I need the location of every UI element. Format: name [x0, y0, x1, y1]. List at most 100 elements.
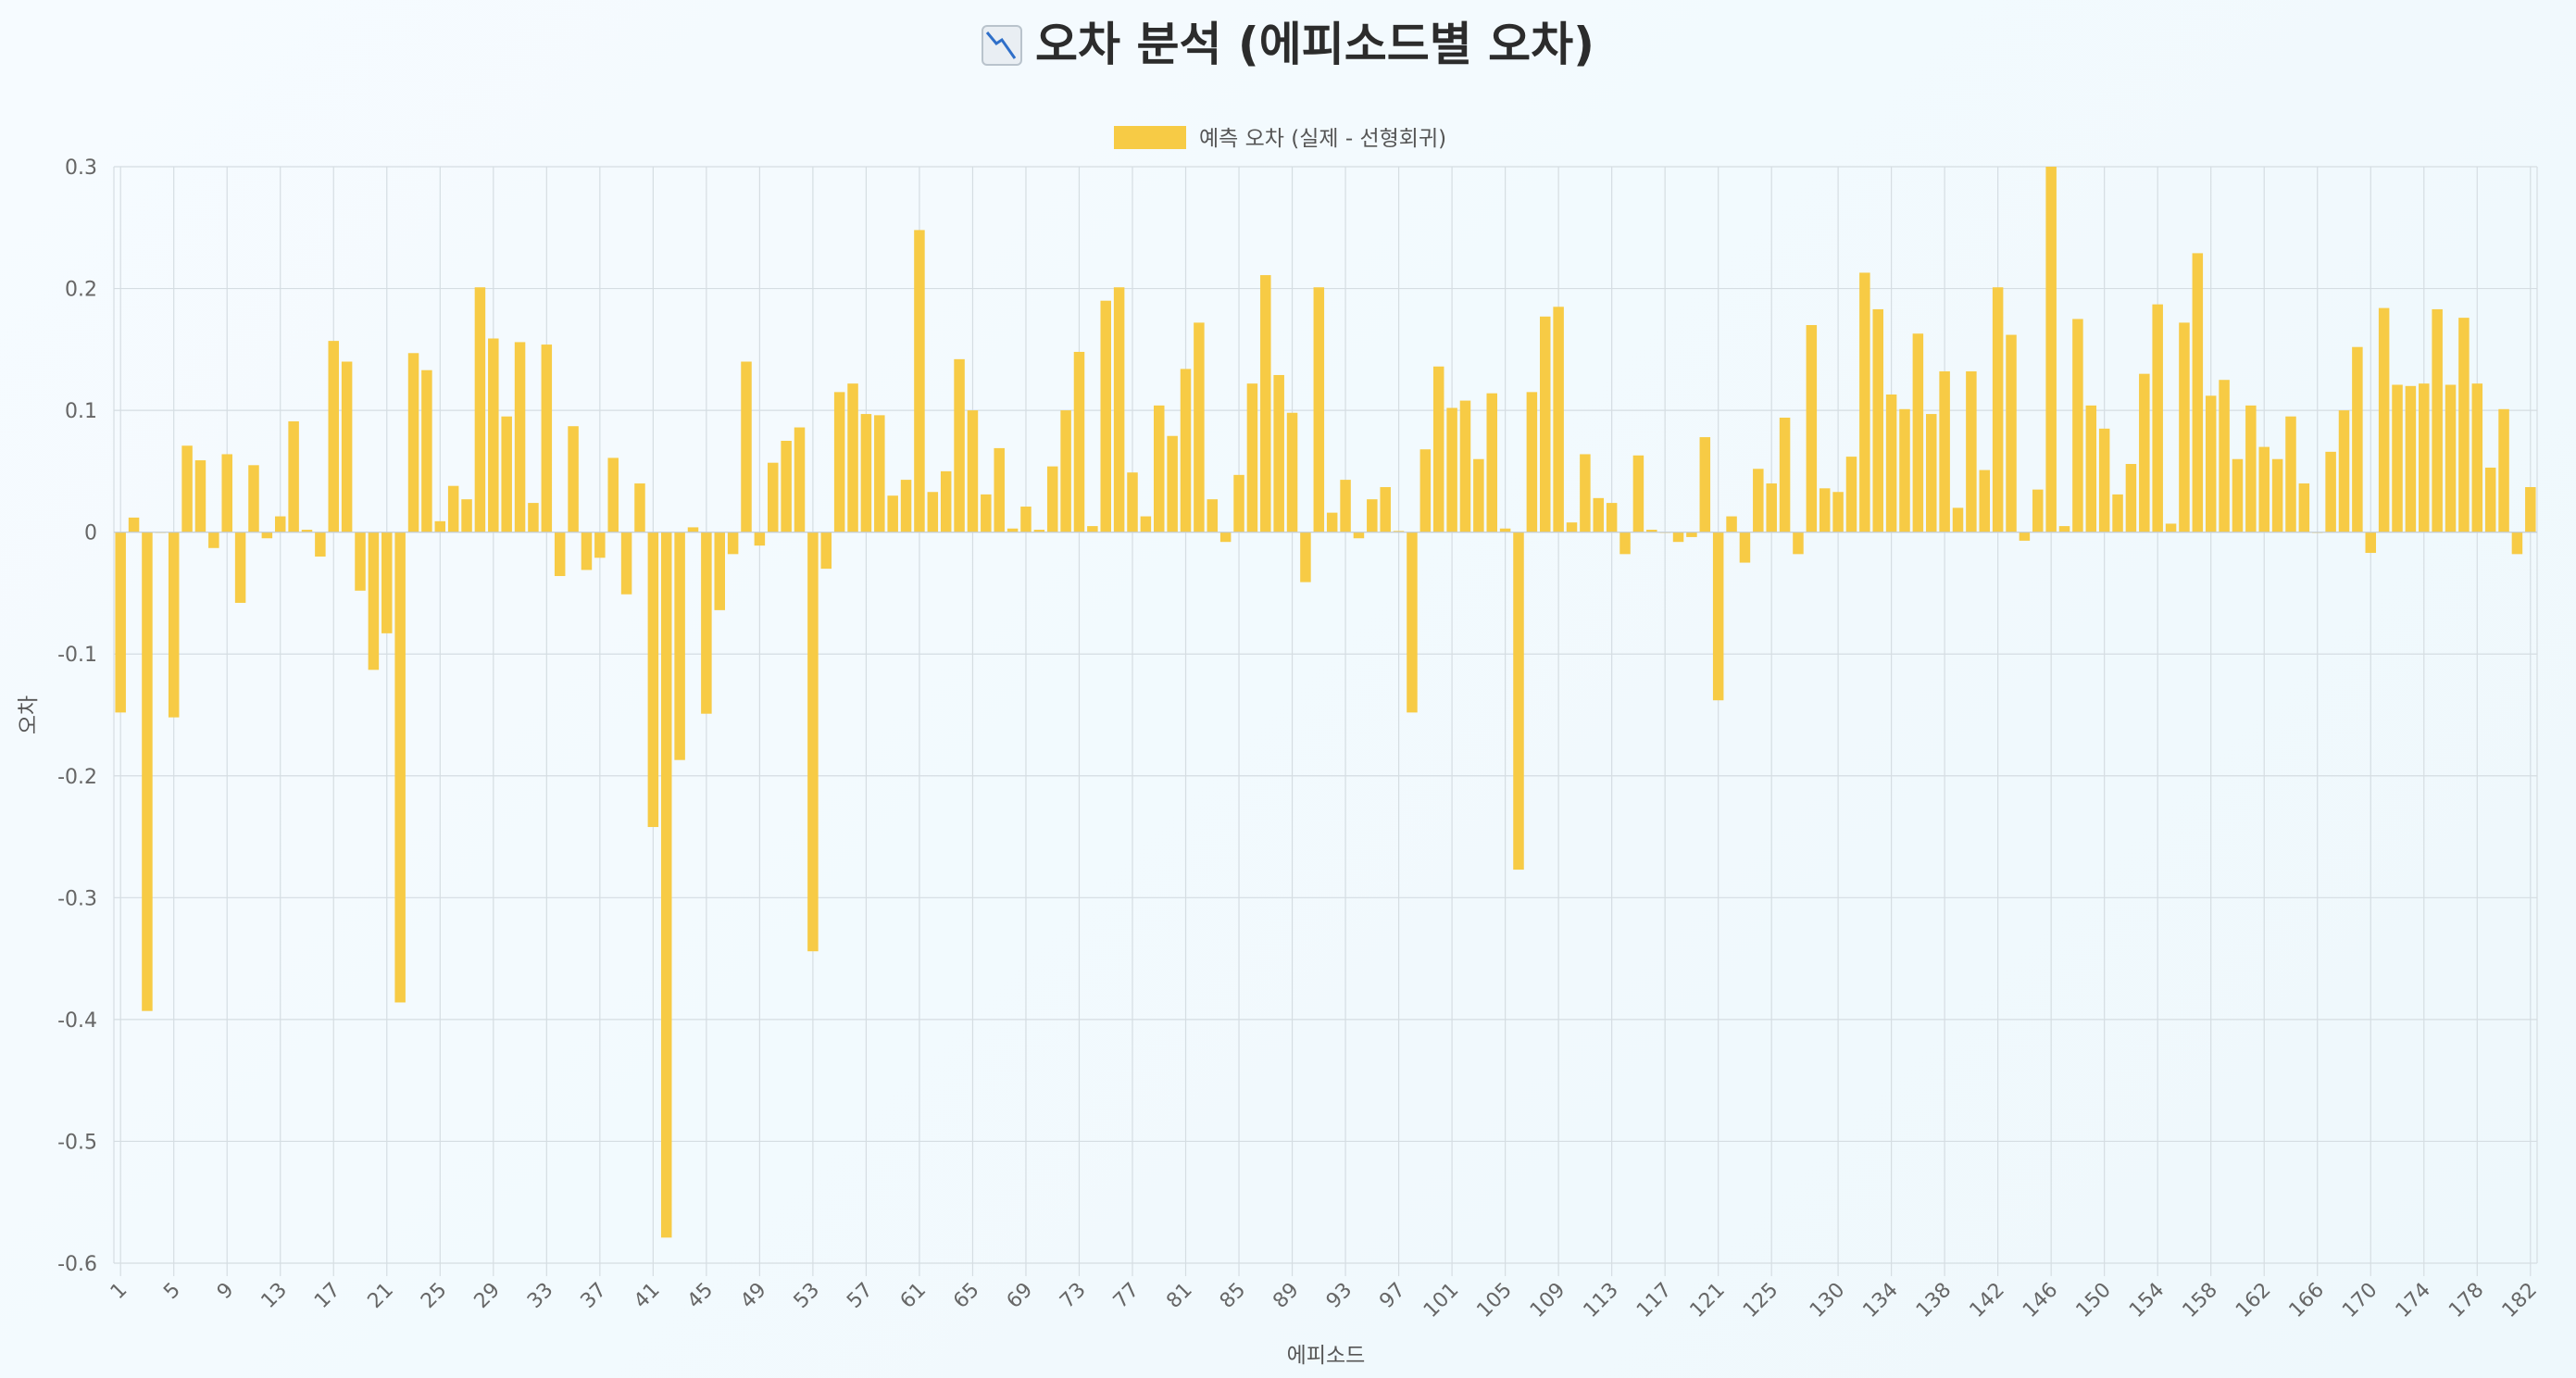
x-tick-label: 150 — [2072, 1279, 2116, 1322]
error-bar — [2125, 463, 2137, 532]
y-tick-label: -0.1 — [57, 644, 97, 667]
error-bar — [1033, 530, 1045, 532]
error-bar — [2205, 395, 2217, 532]
error-bar — [741, 361, 752, 532]
page-title: 오차 분석 (에피소드별 오차) — [0, 7, 2576, 77]
error-bar — [1553, 307, 1564, 532]
error-bar — [1353, 532, 1365, 539]
error-bar — [701, 532, 712, 714]
error-bar — [1979, 470, 1991, 532]
x-tick-label: 85 — [1216, 1279, 1250, 1313]
error-bar — [1380, 486, 1391, 532]
error-bar — [2139, 373, 2150, 532]
error-bar — [967, 410, 979, 532]
error-bar — [2338, 410, 2350, 532]
error-bar — [954, 358, 965, 532]
error-bar — [1273, 374, 1284, 532]
error-bar — [2006, 334, 2017, 532]
error-bar — [1367, 499, 1378, 532]
error-bar — [501, 416, 512, 532]
error-bar — [1113, 287, 1125, 532]
x-tick-label: 105 — [1472, 1279, 1516, 1322]
error-bar — [568, 426, 579, 532]
error-bar — [794, 427, 806, 532]
error-bar — [2098, 428, 2110, 532]
error-bar — [754, 532, 766, 546]
error-bar — [2192, 253, 2204, 532]
x-tick-label: 17 — [310, 1279, 344, 1313]
x-tick-label: 97 — [1375, 1279, 1409, 1313]
error-bar — [1580, 454, 1591, 532]
error-bar — [1407, 532, 1418, 713]
error-bar — [2484, 467, 2496, 532]
error-bar — [1473, 458, 1484, 532]
error-bar — [1073, 351, 1085, 532]
error-bar — [128, 517, 140, 532]
error-bar — [1619, 532, 1631, 555]
error-bar — [2179, 322, 2190, 532]
error-bar — [860, 414, 872, 532]
x-tick-label: 33 — [523, 1279, 557, 1313]
error-bar — [394, 532, 406, 1003]
error-bar — [1872, 308, 1883, 532]
error-bar — [2258, 446, 2270, 532]
error-bar — [647, 532, 659, 828]
error-bar — [2045, 167, 2057, 532]
error-bar — [2392, 384, 2403, 532]
error-bar — [687, 527, 699, 532]
error-bar — [1832, 492, 1844, 532]
error-bar — [421, 370, 432, 532]
error-bar — [581, 532, 593, 570]
y-tick-label: -0.6 — [57, 1253, 97, 1276]
error-bar — [2219, 380, 2230, 532]
error-bar — [368, 532, 380, 670]
error-bar — [2245, 405, 2257, 532]
error-bar — [1966, 371, 1977, 532]
x-tick-label: 49 — [736, 1279, 770, 1313]
x-tick-label: 89 — [1269, 1279, 1303, 1313]
x-tick-label: 134 — [1858, 1279, 1902, 1322]
error-bar — [674, 532, 685, 760]
y-tick-label: -0.3 — [57, 887, 97, 910]
error-bars — [114, 167, 2537, 1238]
error-bar — [341, 361, 353, 532]
error-bar — [2511, 532, 2523, 555]
error-bar — [1300, 532, 1311, 583]
error-bar — [1432, 366, 1444, 532]
legend[interactable]: 예측 오차 (실제 - 선형회귀) — [1114, 126, 1446, 151]
error-bar — [2232, 458, 2244, 532]
error-bar — [1632, 455, 1644, 532]
error-bar — [914, 230, 925, 532]
error-bar — [900, 480, 912, 532]
error-bar — [1486, 393, 1497, 532]
x-tick-label: 146 — [2019, 1279, 2062, 1322]
error-bar — [1952, 507, 1964, 532]
error-bar — [768, 462, 779, 532]
error-bar — [781, 441, 792, 532]
error-bar — [1992, 287, 2004, 532]
error-bar — [1260, 275, 1271, 532]
error-bar — [1540, 316, 1551, 532]
error-bar — [1939, 371, 1950, 532]
x-tick-label: 77 — [1109, 1279, 1144, 1313]
x-tick-label: 138 — [1912, 1279, 1956, 1322]
x-tick-label: 174 — [2392, 1279, 2435, 1322]
error-bar — [1766, 483, 1777, 532]
error-bar — [274, 516, 286, 532]
x-tick-label: 93 — [1322, 1279, 1357, 1313]
error-bar — [248, 465, 259, 532]
error-bar — [1419, 449, 1432, 532]
error-bar — [1859, 272, 1870, 532]
error-bar — [1593, 497, 1605, 532]
x-tick-label: 13 — [257, 1279, 292, 1313]
error-bar — [1606, 503, 1618, 532]
error-bar — [2445, 384, 2457, 532]
error-bar — [1699, 437, 1711, 532]
x-tick-label: 41 — [630, 1279, 664, 1313]
error-bar — [2419, 383, 2430, 532]
error-bar — [2405, 385, 2417, 532]
error-bar — [820, 532, 832, 570]
error-bar — [1007, 528, 1019, 532]
error-bar — [221, 454, 232, 532]
